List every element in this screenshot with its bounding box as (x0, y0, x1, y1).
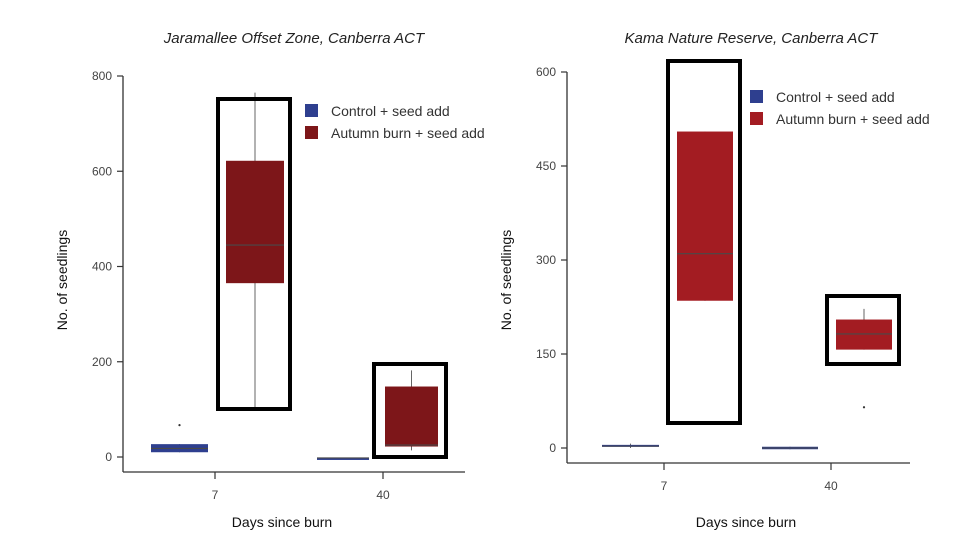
y-tick-label: 200 (92, 355, 112, 369)
y-tick-label: 600 (536, 65, 556, 79)
burn-40-box (836, 319, 892, 350)
legend-swatch-burn (305, 126, 318, 139)
legend-label-control: Control + seed add (776, 89, 895, 105)
highlight-frame (372, 362, 448, 459)
burn-40-box (385, 386, 438, 447)
highlight-frame (825, 294, 901, 366)
legend-label-burn: Autumn burn + seed add (331, 125, 485, 141)
control-7-outlier (178, 423, 181, 427)
y-tick-label: 150 (536, 347, 556, 361)
x-axis-title: Days since burn (232, 514, 332, 530)
chart-panel-jaramallee: Jaramallee Offset Zone, Canberra ACT No.… (54, 30, 485, 530)
highlight-frame (666, 59, 742, 425)
chart-title: Kama Nature Reserve, Canberra ACT (625, 30, 880, 47)
x-tick-label: 7 (212, 488, 219, 502)
y-tick-label: 800 (92, 69, 112, 83)
burn-7-box (226, 160, 284, 284)
y-tick-label: 400 (92, 260, 112, 274)
legend-label-control: Control + seed add (331, 103, 450, 119)
burn-40-outlier (862, 406, 866, 409)
legend-label-burn: Autumn burn + seed add (776, 111, 930, 127)
y-tick-label: 0 (549, 441, 556, 455)
y-tick-label: 450 (536, 159, 556, 173)
y-tick-label: 600 (92, 164, 112, 178)
chart-panel-kama: Kama Nature Reserve, Canberra ACT No. of… (498, 30, 930, 530)
x-tick-label: 7 (661, 479, 668, 493)
y-tick-label: 0 (105, 450, 112, 464)
y-axis-title: No. of seedlings (498, 230, 514, 330)
legend-swatch-control (750, 90, 763, 103)
y-axis-title: No. of seedlings (54, 230, 70, 330)
highlight-frame (216, 97, 292, 411)
legend-swatch-burn (750, 112, 763, 125)
control-40-box (317, 457, 369, 460)
y-tick-label: 300 (536, 253, 556, 267)
legend-swatch-control (305, 104, 318, 117)
legend: Control + seed add Autumn burn + seed ad… (305, 103, 485, 141)
legend: Control + seed add Autumn burn + seed ad… (750, 89, 930, 127)
x-tick-label: 40 (376, 488, 390, 502)
chart-title: Jaramallee Offset Zone, Canberra ACT (163, 30, 426, 47)
x-axis-title: Days since burn (696, 514, 796, 530)
x-tick-label: 40 (824, 479, 838, 493)
burn-7-box (677, 131, 733, 301)
